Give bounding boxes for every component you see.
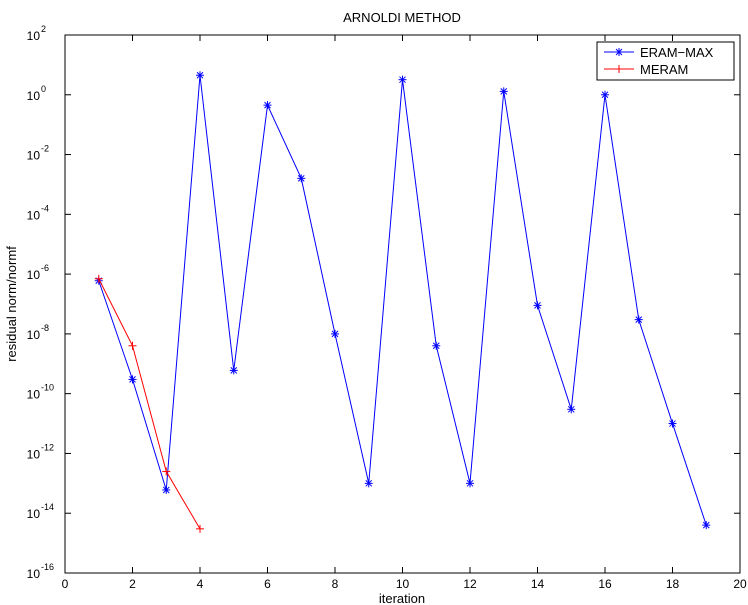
legend-label-eram: ERAM−MAX	[640, 45, 714, 60]
data-point	[364, 479, 373, 488]
y-tick-base: 10	[27, 208, 41, 222]
y-tick-label: 10 -8	[27, 323, 49, 342]
data-point	[196, 524, 204, 533]
legend-marker-glyph	[615, 65, 623, 73]
y-tick-exponent: -12	[41, 442, 54, 452]
data-point	[297, 174, 306, 183]
series-1	[94, 274, 204, 533]
y-tick-base: 10	[27, 29, 41, 43]
data-point	[331, 329, 339, 338]
data-point	[702, 521, 711, 530]
plot-frame	[64, 34, 741, 574]
legend-marker-glyph	[615, 48, 623, 56]
data-point	[634, 315, 643, 324]
y-tick-label: 10 -6	[27, 263, 49, 282]
y-tick-label: 10 0	[27, 84, 46, 103]
y-tick-label: 10 -14	[27, 502, 54, 521]
y-tick-exponent: 2	[41, 24, 46, 34]
y-tick-label: 10 -12	[27, 442, 54, 461]
y-tick-exponent: -8	[41, 323, 49, 333]
data-point	[94, 274, 103, 283]
plot-background	[65, 35, 740, 573]
legend-box	[596, 41, 735, 81]
data-point	[229, 366, 238, 375]
y-tick-base: 10	[27, 89, 41, 103]
y-tick-label: 10 2	[27, 24, 46, 43]
series-0	[94, 71, 711, 530]
legend-marker-eram	[615, 48, 623, 56]
y-tick-base: 10	[27, 447, 41, 461]
legend-label-meram: MERAM	[640, 62, 688, 77]
x-tick-label: 20	[733, 577, 747, 591]
data-point	[601, 90, 609, 99]
series-layer	[94, 71, 711, 533]
x-tick-label: 0	[62, 577, 69, 591]
y-tick-base: 10	[27, 328, 41, 342]
x-tick-label: 16	[598, 577, 612, 591]
y-tick-exponent: -10	[41, 383, 54, 393]
y-tick-exponent: -16	[41, 562, 54, 572]
x-tick-label: 14	[531, 577, 545, 591]
data-point	[668, 419, 677, 428]
x-tick-label: 4	[197, 577, 204, 591]
y-tick-label: 10 -2	[27, 144, 49, 163]
chart-title: ARNOLDI METHOD	[343, 10, 461, 25]
y-tick-exponent: -14	[41, 502, 54, 512]
data-point	[398, 75, 407, 84]
x-axis-label: iteration	[379, 591, 425, 605]
data-point	[466, 479, 474, 488]
y-tick-base: 10	[27, 268, 41, 282]
y-tick-label: 10 -10	[27, 383, 54, 402]
data-point	[499, 87, 508, 96]
y-tick-base: 10	[27, 388, 41, 402]
y-tick-base: 10	[27, 149, 41, 163]
series-line	[98, 278, 201, 530]
data-point	[196, 71, 204, 80]
y-tick-exponent: -6	[41, 263, 49, 273]
legend-marker-meram	[615, 65, 623, 73]
y-tick-exponent: -2	[41, 144, 49, 154]
data-point	[533, 301, 542, 310]
x-tick-label: 12	[463, 577, 477, 591]
x-tick-label: 8	[332, 577, 339, 591]
y-tick-label: 10 -16	[27, 562, 54, 581]
data-point	[128, 375, 137, 384]
data-point	[128, 341, 137, 350]
legend: ERAM−MAX MERAM	[596, 41, 735, 81]
y-tick-label: 10 -4	[27, 203, 49, 222]
y-tick-exponent: 0	[41, 84, 46, 94]
x-tick-label: 10	[396, 577, 410, 591]
data-point	[263, 101, 272, 110]
y-tick-exponent: -4	[41, 203, 49, 213]
y-tick-base: 10	[27, 507, 41, 521]
data-point	[432, 341, 441, 350]
x-tick-label: 2	[129, 577, 136, 591]
x-tick-label: 6	[264, 577, 271, 591]
data-point	[567, 405, 576, 414]
data-point	[162, 485, 171, 494]
y-tick-base: 10	[27, 567, 41, 581]
x-axis-ticks: 0 2 4 6 8 10 12 14 16 18 20	[62, 35, 747, 591]
data-point	[162, 467, 171, 476]
x-tick-label: 18	[666, 577, 680, 591]
y-axis-label: residual norm/normf	[4, 246, 19, 362]
